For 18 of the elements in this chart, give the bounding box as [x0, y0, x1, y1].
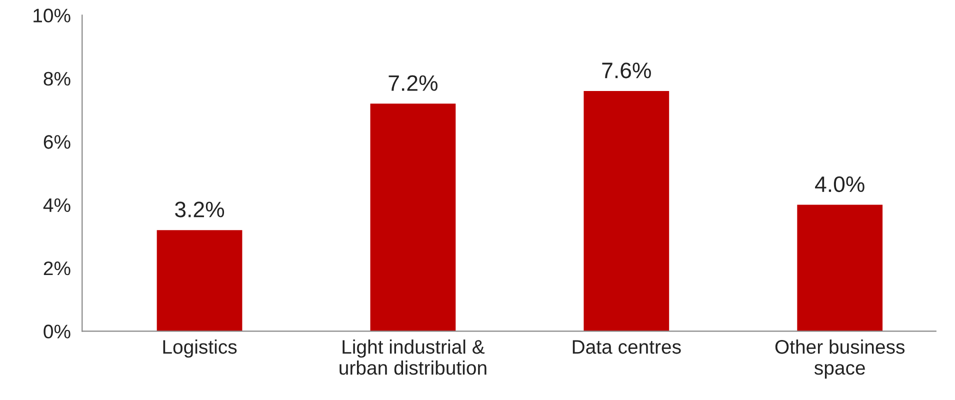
- x-tick-label: Light industrial & urban distribution: [340, 340, 486, 375]
- y-tick-label: 6%: [44, 135, 70, 149]
- x-tick-label: Data centres: [572, 340, 681, 354]
- y-tick-label: 10%: [34, 8, 70, 22]
- y-tick-label: 4%: [43, 198, 70, 212]
- y-tick-label: 0%: [44, 324, 70, 338]
- bar: [156, 230, 242, 332]
- bar: [797, 204, 883, 332]
- y-tick-label: 8%: [44, 72, 70, 86]
- x-tick-label: Other business space: [775, 340, 905, 379]
- data-label: 4.0%: [815, 176, 864, 192]
- data-label: 3.2%: [175, 202, 224, 218]
- data-label: 7.6%: [602, 62, 651, 78]
- bar: [370, 104, 456, 332]
- data-label: 7.2%: [388, 75, 438, 91]
- x-tick-label: Logistics: [163, 340, 237, 358]
- y-tick-label: 2%: [44, 261, 70, 276]
- bar: [584, 91, 670, 332]
